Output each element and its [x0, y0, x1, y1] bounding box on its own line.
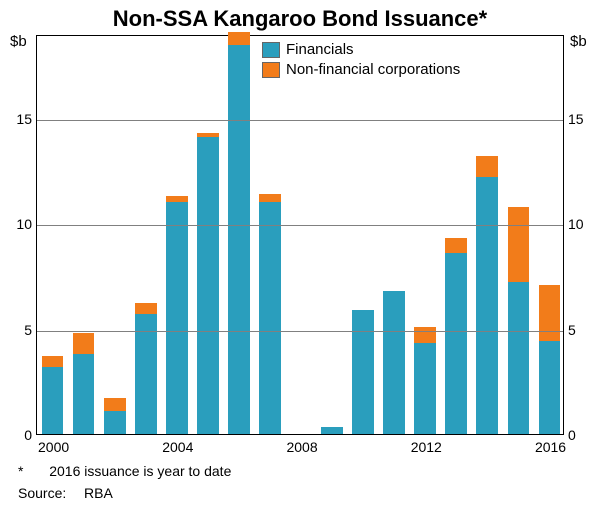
bar-segment-financials — [135, 314, 157, 434]
bar-segment-financials — [445, 253, 467, 434]
bar-segment-nonfin — [73, 333, 95, 354]
bar-segment-financials — [197, 137, 219, 434]
bar-segment-financials — [73, 354, 95, 434]
xtick: 2012 — [411, 439, 442, 455]
bar-segment-nonfin — [42, 356, 64, 367]
legend-item-nonfin: Non-financial corporations — [262, 61, 460, 78]
bar-segment-nonfin — [539, 285, 561, 342]
xtick: 2000 — [38, 439, 69, 455]
bar-segment-nonfin — [135, 303, 157, 314]
bar-segment-financials — [383, 291, 405, 434]
ytick-left: 10 — [4, 216, 32, 232]
bar-segment-nonfin — [104, 398, 126, 411]
footnote-marker: * — [18, 463, 23, 479]
bar-segment-financials — [476, 177, 498, 434]
source-line: Source: RBA — [18, 485, 113, 501]
bar-segment-nonfin — [166, 196, 188, 202]
bar-segment-financials — [259, 202, 281, 434]
bar-segment-financials — [228, 45, 250, 434]
ytick-left: 5 — [4, 322, 32, 338]
ytick-right: 10 — [568, 216, 596, 232]
gridline — [37, 120, 563, 121]
bar-segment-financials — [321, 427, 343, 434]
legend-label: Non-financial corporations — [286, 61, 460, 78]
chart-title: Non-SSA Kangaroo Bond Issuance* — [0, 0, 600, 32]
bar-segment-financials — [352, 310, 374, 434]
bar-segment-financials — [166, 202, 188, 434]
bar-segment-nonfin — [414, 327, 436, 344]
legend-label: Financials — [286, 41, 354, 58]
gridline — [37, 331, 563, 332]
footnote: * 2016 issuance is year to date — [18, 463, 231, 479]
ytick-right: 0 — [568, 427, 596, 443]
xtick: 2016 — [535, 439, 566, 455]
y-unit-left: $b — [10, 33, 27, 50]
bar-segment-financials — [42, 367, 64, 434]
ytick-right: 15 — [568, 111, 596, 127]
bar-segment-financials — [539, 341, 561, 434]
ytick-left: 15 — [4, 111, 32, 127]
gridline — [37, 225, 563, 226]
plot-area — [36, 35, 564, 435]
bar-segment-nonfin — [259, 194, 281, 202]
legend-swatch — [262, 62, 280, 78]
ytick-right: 5 — [568, 322, 596, 338]
footnote-text: 2016 issuance is year to date — [49, 463, 231, 479]
bar-segment-nonfin — [508, 207, 530, 283]
bars-layer — [37, 36, 563, 434]
y-unit-right: $b — [570, 33, 587, 50]
ytick-left: 0 — [4, 427, 32, 443]
bar-segment-nonfin — [228, 32, 250, 45]
xtick: 2008 — [286, 439, 317, 455]
legend-swatch — [262, 42, 280, 58]
chart-container: Non-SSA Kangaroo Bond Issuance* $b $b Fi… — [0, 0, 600, 518]
legend: Financials Non-financial corporations — [262, 41, 460, 81]
xtick: 2004 — [162, 439, 193, 455]
bar-segment-nonfin — [476, 156, 498, 177]
source-value: RBA — [84, 485, 113, 501]
legend-item-financials: Financials — [262, 41, 460, 58]
bar-segment-financials — [508, 282, 530, 434]
source-label: Source: — [18, 485, 66, 501]
bar-segment-financials — [104, 411, 126, 434]
bar-segment-nonfin — [197, 133, 219, 137]
bar-segment-financials — [414, 343, 436, 434]
bar-segment-nonfin — [445, 238, 467, 253]
